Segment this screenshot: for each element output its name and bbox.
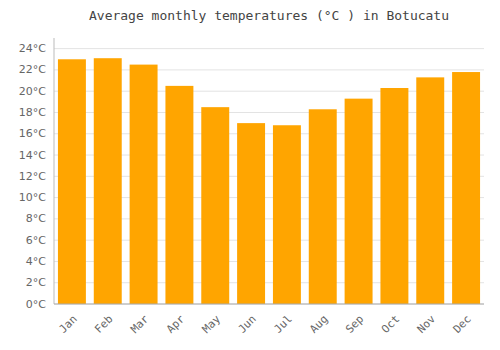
grid-line <box>54 304 484 305</box>
y-tick-label: 2°C <box>26 276 46 289</box>
y-tick-label: 8°C <box>26 212 46 225</box>
y-tick-label: 12°C <box>19 170 46 183</box>
chart: 0°C 2°C 4°C 6°C 8°C 10°C 12°C 14°C 16°C 18°C 20°C 2… <box>0 0 500 350</box>
x-tick-label: Mar <box>128 312 152 336</box>
y-tick-label: 0°C <box>26 298 46 311</box>
x-tick-label: Feb <box>92 313 115 336</box>
bar <box>165 86 193 304</box>
title: Average monthly temperatures (°C ) in Bo… <box>89 8 449 23</box>
y-tick-label: 14°C <box>19 149 46 162</box>
y-tick-labels: 0°C 2°C 4°C 6°C 8°C 10°C 12°C 14°C 16°C 18°C 20°C 2… <box>19 42 46 310</box>
x-tick-label: Nov <box>415 312 439 336</box>
x-tick-label: Oct <box>379 313 402 336</box>
bar <box>237 123 265 304</box>
bar <box>309 109 337 304</box>
bar <box>273 125 301 304</box>
y-tick-label: 20°C <box>19 85 46 98</box>
x-tick-label: Aug <box>307 313 330 336</box>
y-grid <box>54 49 484 304</box>
y-tick-label: 10°C <box>19 191 46 204</box>
y-tick-label: 24°C <box>19 42 46 55</box>
chart-container: 0°C 2°C 4°C 6°C 8°C 10°C 12°C 14°C 16°C 18°C 20°C 2… <box>0 0 500 350</box>
x-axis-line <box>54 304 484 305</box>
bar <box>345 99 373 304</box>
y-tick-label: 4°C <box>26 255 46 268</box>
x-tick-label: Jan <box>56 313 79 336</box>
bar <box>94 58 122 304</box>
bar <box>416 77 444 304</box>
y-axis-line <box>54 38 55 304</box>
x-tick-label: May <box>200 312 224 336</box>
bar <box>452 72 480 304</box>
x-tick-label: Apr <box>164 312 188 336</box>
x-tick-label: Dec <box>451 313 474 336</box>
x-tick-label: Jul <box>271 313 294 336</box>
x-tick-label: Jun <box>236 313 259 336</box>
bar <box>380 88 408 304</box>
grid-line <box>54 48 484 49</box>
x-tick-labels: Jan Feb Mar Apr May Jun Jul Aug Sep Oct Nov Dec <box>56 312 473 336</box>
y-tick-label: 22°C <box>19 63 46 76</box>
x-tick-label: Sep <box>343 313 366 336</box>
bars <box>58 58 480 304</box>
y-tick-label: 16°C <box>19 127 46 140</box>
y-tick-label: 18°C <box>19 106 46 119</box>
bar <box>58 59 86 304</box>
y-tick-label: 6°C <box>26 234 46 247</box>
bar <box>130 65 158 304</box>
bar <box>201 107 229 304</box>
